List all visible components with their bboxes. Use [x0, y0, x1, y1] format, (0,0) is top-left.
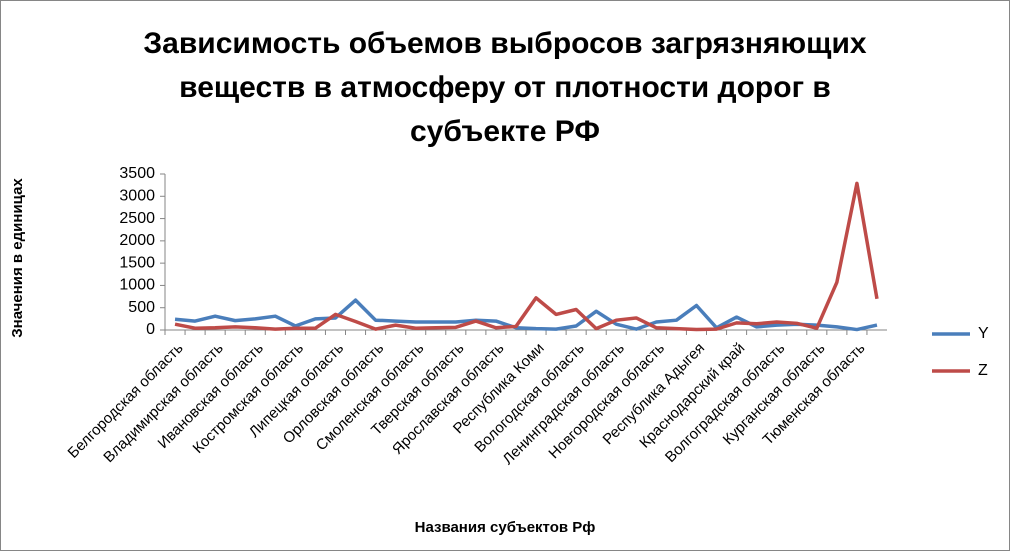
y-tick-label: 500 — [128, 299, 155, 316]
y-tick-label: 1500 — [119, 254, 155, 271]
y-tick-label: 2500 — [119, 210, 155, 227]
y-axis-title: Значения в единицах — [9, 178, 26, 338]
chart-title: субъекте РФ — [410, 115, 600, 148]
y-tick-label: 3500 — [119, 165, 155, 182]
chart-title: веществ в атмосферу от плотности дорог в — [179, 71, 831, 104]
y-tick-label: 3000 — [119, 188, 155, 205]
y-tick-label: 2000 — [119, 232, 155, 249]
line-series — [174, 298, 878, 332]
y-tick-label: 1000 — [119, 277, 155, 294]
legend-label: Z — [978, 362, 988, 379]
y-tick-label: 0 — [146, 321, 155, 338]
chart-title: Зависимость объемов выбросов загрязняющи… — [143, 27, 867, 60]
line-series — [174, 181, 879, 332]
legend-label: Y — [978, 325, 989, 342]
x-axis-title: Названия субъектов Рф — [415, 519, 596, 536]
